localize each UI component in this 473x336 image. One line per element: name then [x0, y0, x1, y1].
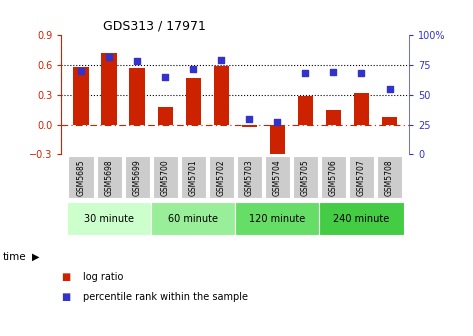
Text: GSM5702: GSM5702: [217, 159, 226, 196]
Text: time: time: [2, 252, 26, 262]
Text: GSM5698: GSM5698: [105, 159, 114, 196]
Bar: [101, 53, 117, 125]
FancyBboxPatch shape: [236, 156, 262, 198]
Point: [358, 71, 365, 76]
Bar: [158, 107, 173, 125]
Bar: [73, 67, 89, 125]
Point: [273, 120, 281, 125]
Text: 30 minute: 30 minute: [84, 214, 134, 223]
Point: [190, 66, 197, 71]
Bar: [354, 93, 369, 125]
FancyBboxPatch shape: [124, 156, 150, 198]
Text: ■: ■: [61, 272, 71, 282]
Bar: [298, 96, 313, 125]
Text: GSM5705: GSM5705: [301, 159, 310, 196]
Text: GSM5708: GSM5708: [385, 159, 394, 196]
Text: percentile rank within the sample: percentile rank within the sample: [83, 292, 248, 302]
Bar: [270, 125, 285, 162]
Text: 240 minute: 240 minute: [333, 214, 390, 223]
FancyBboxPatch shape: [319, 202, 403, 235]
Text: GSM5706: GSM5706: [329, 159, 338, 196]
FancyBboxPatch shape: [69, 156, 94, 198]
FancyBboxPatch shape: [377, 156, 402, 198]
Text: GDS313 / 17971: GDS313 / 17971: [103, 20, 206, 33]
FancyBboxPatch shape: [293, 156, 318, 198]
Point: [302, 71, 309, 76]
FancyBboxPatch shape: [265, 156, 290, 198]
FancyBboxPatch shape: [96, 156, 122, 198]
FancyBboxPatch shape: [349, 156, 374, 198]
Point: [77, 68, 85, 74]
Text: ■: ■: [61, 292, 71, 302]
Text: GSM5704: GSM5704: [273, 159, 282, 196]
Bar: [214, 66, 229, 125]
Point: [330, 70, 337, 75]
Point: [161, 74, 169, 80]
Bar: [382, 117, 397, 125]
Text: 120 minute: 120 minute: [249, 214, 306, 223]
Text: GSM5703: GSM5703: [245, 159, 254, 196]
Bar: [185, 78, 201, 125]
FancyBboxPatch shape: [209, 156, 234, 198]
FancyBboxPatch shape: [321, 156, 346, 198]
Text: GSM5700: GSM5700: [161, 159, 170, 196]
Bar: [326, 110, 341, 125]
Text: log ratio: log ratio: [83, 272, 123, 282]
Point: [218, 57, 225, 63]
FancyBboxPatch shape: [153, 156, 178, 198]
Point: [105, 54, 113, 59]
Text: GSM5707: GSM5707: [357, 159, 366, 196]
Point: [245, 116, 253, 121]
Point: [133, 59, 141, 64]
FancyBboxPatch shape: [67, 202, 151, 235]
Bar: [242, 125, 257, 127]
Point: [386, 86, 394, 92]
Text: GSM5685: GSM5685: [77, 159, 86, 196]
Text: GSM5699: GSM5699: [133, 159, 142, 196]
FancyBboxPatch shape: [236, 202, 319, 235]
Text: ▶: ▶: [32, 252, 40, 262]
Text: GSM5701: GSM5701: [189, 159, 198, 196]
Bar: [130, 68, 145, 125]
Text: 60 minute: 60 minute: [168, 214, 218, 223]
FancyBboxPatch shape: [181, 156, 206, 198]
FancyBboxPatch shape: [151, 202, 236, 235]
